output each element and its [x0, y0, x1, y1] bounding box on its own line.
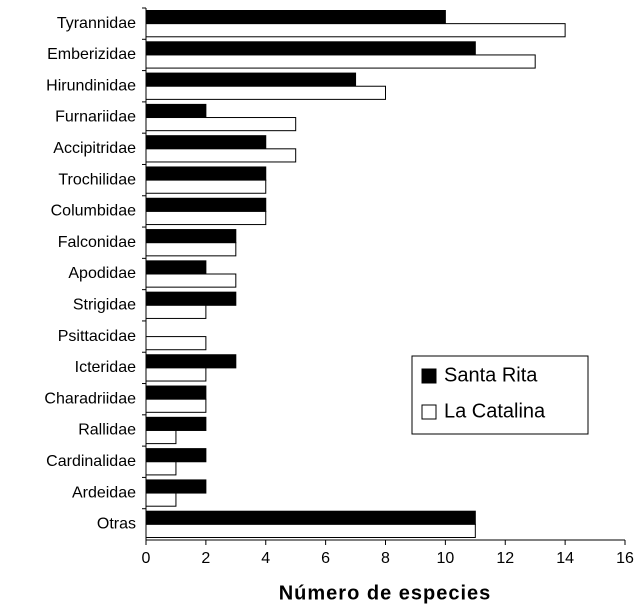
bar — [145, 103, 207, 119]
y-tick-label: Rallidae — [78, 422, 136, 439]
y-tick-label: Hirundinidae — [46, 77, 136, 94]
bar — [145, 54, 536, 69]
y-tick-label: Columbidae — [51, 203, 136, 220]
y-tick-label: Furnariidae — [55, 109, 136, 126]
y-tick-label: Emberizidae — [47, 46, 136, 63]
bar — [145, 242, 237, 257]
bar — [145, 166, 267, 181]
y-tick-label: Trochilidae — [58, 171, 136, 188]
bar — [145, 479, 207, 494]
y-tick-label: Tyrannidae — [57, 15, 136, 32]
y-tick-label: Charadriidae — [44, 390, 136, 407]
legend-swatch — [421, 368, 437, 384]
y-tick-label: Cardinalidae — [46, 453, 136, 470]
bar — [145, 523, 476, 538]
x-axis-title: Número de especies — [279, 582, 492, 604]
y-tick-label: Icteridae — [75, 359, 136, 376]
x-tick-label: 16 — [616, 550, 634, 567]
bar — [145, 291, 237, 306]
bar — [145, 492, 177, 507]
y-tick-label: Psittacidae — [58, 328, 136, 345]
bar — [145, 385, 207, 400]
y-tick-label: Otras — [97, 516, 136, 533]
bar — [145, 367, 207, 382]
legend-label: La Catalina — [444, 400, 546, 422]
x-tick-label: 14 — [556, 550, 574, 567]
bar — [145, 461, 177, 476]
bar — [145, 23, 566, 38]
bar — [145, 260, 207, 275]
bar — [145, 398, 207, 413]
x-tick-label: 6 — [321, 550, 330, 567]
y-tick-label: Strigidae — [73, 297, 136, 314]
bar — [145, 448, 207, 463]
bar — [145, 510, 476, 525]
y-tick-label: Accipitridae — [53, 140, 136, 157]
x-tick-label: 4 — [261, 550, 270, 567]
legend-swatch — [421, 404, 437, 420]
y-tick-label: Falconidae — [58, 234, 136, 251]
bar — [145, 197, 267, 212]
y-tick-label: Apodidae — [68, 265, 136, 282]
bar — [145, 135, 267, 150]
bar — [145, 229, 237, 244]
y-tick-label: Ardeidae — [72, 484, 136, 501]
bar — [145, 72, 357, 87]
bar — [145, 41, 476, 56]
legend-box — [411, 355, 589, 435]
x-tick-label: 2 — [201, 550, 210, 567]
bar — [145, 416, 207, 431]
x-tick-label: 10 — [436, 550, 454, 567]
bar — [145, 354, 237, 369]
x-tick-label: 0 — [142, 550, 151, 567]
bar — [145, 210, 267, 226]
bar — [145, 85, 386, 100]
bar — [145, 148, 297, 163]
bar — [145, 273, 237, 288]
bar — [145, 117, 297, 132]
bar — [145, 179, 267, 194]
x-tick-label: 8 — [381, 550, 390, 567]
bar — [145, 10, 446, 25]
bar — [145, 336, 207, 351]
legend-label: Santa Rita — [444, 364, 538, 386]
bar — [145, 429, 177, 445]
x-tick-label: 12 — [496, 550, 514, 567]
bar — [145, 304, 207, 319]
